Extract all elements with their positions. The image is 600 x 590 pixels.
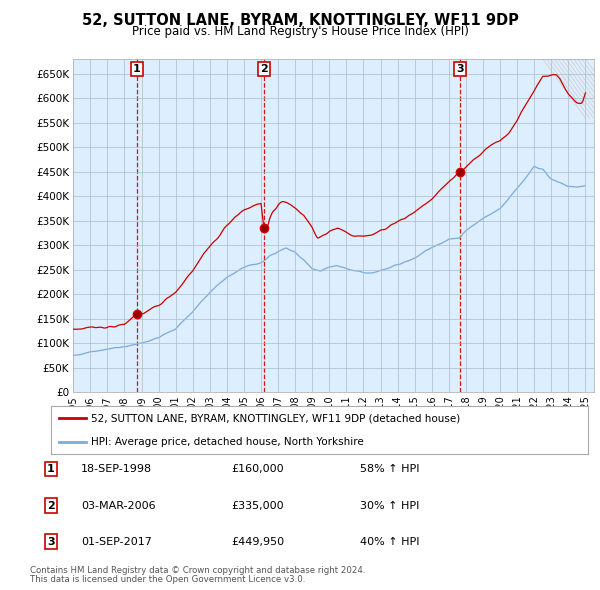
Text: 52, SUTTON LANE, BYRAM, KNOTTINGLEY, WF11 9DP: 52, SUTTON LANE, BYRAM, KNOTTINGLEY, WF1…	[82, 13, 518, 28]
Text: 2: 2	[47, 501, 55, 510]
Text: 01-SEP-2017: 01-SEP-2017	[81, 537, 152, 546]
Text: 40% ↑ HPI: 40% ↑ HPI	[360, 537, 419, 546]
Text: Contains HM Land Registry data © Crown copyright and database right 2024.: Contains HM Land Registry data © Crown c…	[30, 566, 365, 575]
Text: 03-MAR-2006: 03-MAR-2006	[81, 501, 155, 510]
Text: £160,000: £160,000	[231, 464, 284, 474]
Text: 1: 1	[47, 464, 55, 474]
Text: 30% ↑ HPI: 30% ↑ HPI	[360, 501, 419, 510]
Text: 3: 3	[47, 537, 55, 546]
Text: 18-SEP-1998: 18-SEP-1998	[81, 464, 152, 474]
Text: 58% ↑ HPI: 58% ↑ HPI	[360, 464, 419, 474]
Text: HPI: Average price, detached house, North Yorkshire: HPI: Average price, detached house, Nort…	[91, 437, 364, 447]
Text: This data is licensed under the Open Government Licence v3.0.: This data is licensed under the Open Gov…	[30, 575, 305, 584]
Text: 52, SUTTON LANE, BYRAM, KNOTTINGLEY, WF11 9DP (detached house): 52, SUTTON LANE, BYRAM, KNOTTINGLEY, WF1…	[91, 413, 461, 423]
Text: £335,000: £335,000	[231, 501, 284, 510]
Text: 2: 2	[260, 64, 268, 74]
Text: 3: 3	[457, 64, 464, 74]
Text: 1: 1	[133, 64, 140, 74]
Text: Price paid vs. HM Land Registry's House Price Index (HPI): Price paid vs. HM Land Registry's House …	[131, 25, 469, 38]
Text: £449,950: £449,950	[231, 537, 284, 546]
